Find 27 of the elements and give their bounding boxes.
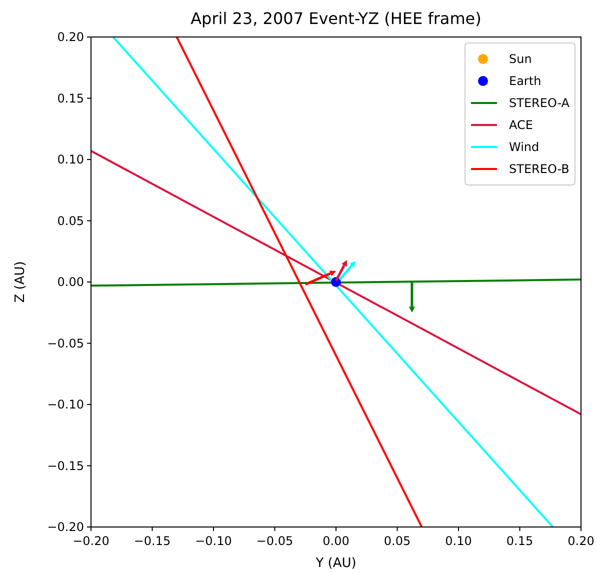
y-tick-label: −0.15 <box>47 458 84 473</box>
x-tick-label: 0.05 <box>384 534 411 548</box>
chart-title: April 23, 2007 Event-YZ (HEE frame) <box>190 9 482 28</box>
y-tick-label: −0.10 <box>47 398 84 412</box>
y-tick-label: 0.05 <box>57 214 84 228</box>
legend-label: STEREO-B <box>509 162 570 176</box>
x-tick-label: −0.10 <box>195 534 232 548</box>
y-tick-label: 0.15 <box>57 91 84 106</box>
x-axis-title: Y (AU) <box>314 556 356 571</box>
y-tick-label: −0.20 <box>47 520 84 534</box>
y-tick-label: 0.20 <box>57 30 84 44</box>
x-tick-label: 0.00 <box>322 534 350 548</box>
y-tick-label: 0.00 <box>57 275 84 289</box>
x-tick-label: −0.20 <box>72 534 110 548</box>
x-tick-label: 0.20 <box>568 534 594 548</box>
legend-label: Wind <box>509 140 540 154</box>
x-tick-label: 0.10 <box>445 534 472 548</box>
x-tick-label: −0.05 <box>256 534 294 548</box>
legend-label: Earth <box>509 74 542 88</box>
x-tick-label: −0.15 <box>134 534 171 548</box>
y-tick-label: −0.05 <box>47 336 84 350</box>
legend-label: Sun <box>509 52 532 66</box>
x-tick-label: 0.15 <box>506 534 534 548</box>
y-tick-label: 0.10 <box>57 152 84 166</box>
legend-label: STEREO-A <box>509 96 570 110</box>
y-axis-title: Z (AU) <box>13 261 28 303</box>
legend-label: ACE <box>509 118 533 132</box>
